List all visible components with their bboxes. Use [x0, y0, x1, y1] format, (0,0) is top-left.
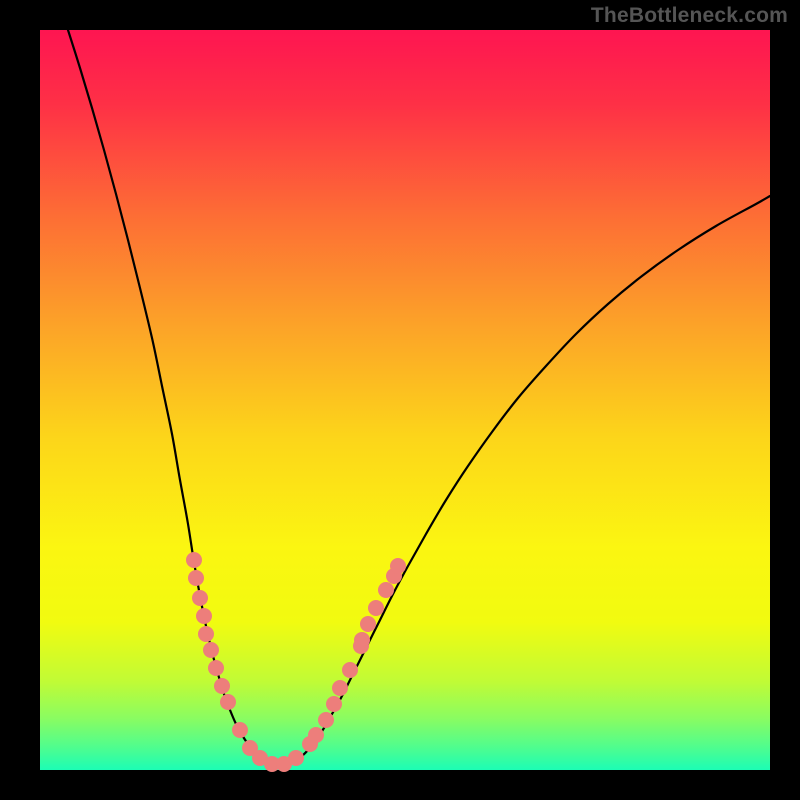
data-marker	[192, 590, 208, 606]
data-marker	[198, 626, 214, 642]
data-marker	[318, 712, 334, 728]
data-marker	[188, 570, 204, 586]
data-marker	[378, 582, 394, 598]
data-marker	[196, 608, 212, 624]
data-marker	[232, 722, 248, 738]
data-marker	[332, 680, 348, 696]
data-marker	[326, 696, 342, 712]
data-marker	[288, 750, 304, 766]
data-marker	[220, 694, 236, 710]
data-marker	[203, 642, 219, 658]
plot-background	[40, 30, 770, 770]
data-marker	[308, 727, 324, 743]
data-marker	[390, 558, 406, 574]
data-marker	[186, 552, 202, 568]
chart-svg	[0, 0, 800, 800]
data-marker	[342, 662, 358, 678]
data-marker	[360, 616, 376, 632]
data-marker	[214, 678, 230, 694]
data-marker	[208, 660, 224, 676]
data-marker	[354, 632, 370, 648]
chart-stage: TheBottleneck.com	[0, 0, 800, 800]
data-marker	[368, 600, 384, 616]
